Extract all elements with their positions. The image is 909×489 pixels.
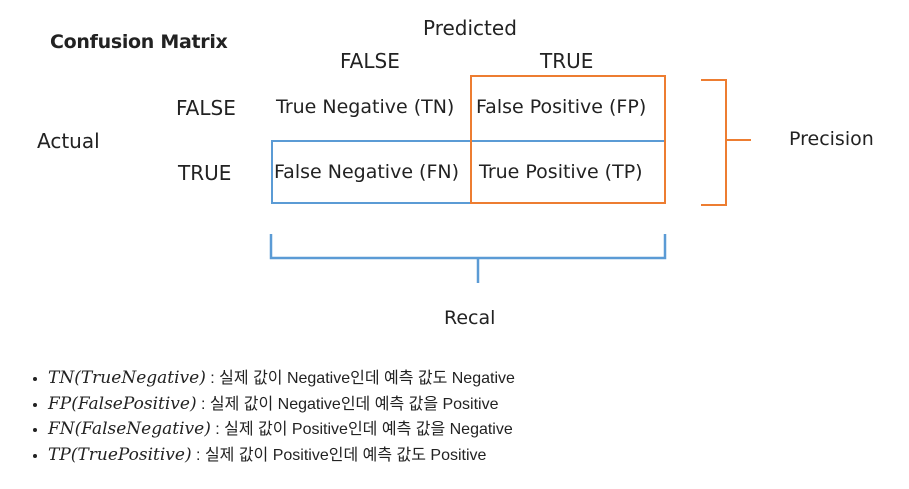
cell-true-positive: True Positive (TP): [479, 161, 643, 183]
col-label-true: TRUE: [540, 49, 594, 73]
definition-text: : 실제 값이 Negative인데 예측 값도 Negative: [205, 370, 515, 387]
definition-text: : 실제 값이 Positive인데 예측 값도 Positive: [191, 446, 487, 464]
math-term: FN(FalseNegative): [48, 419, 211, 439]
predicted-axis-label: Predicted: [423, 16, 517, 40]
list-item: FP(FalsePositive) : 실제 값이 Negative인데 예측 …: [48, 392, 515, 418]
precision-bracket: [701, 79, 751, 206]
math-term: TN(TrueNegative): [48, 368, 206, 388]
recall-label: Recal: [444, 307, 496, 329]
cell-true-negative: True Negative (TN): [276, 96, 455, 118]
list-item: TN(TrueNegative) : 실제 값이 Negative인데 예측 값…: [48, 366, 515, 392]
precision-box: [470, 75, 666, 204]
list-item: TP(TruePositive) : 실제 값이 Positive인데 예측 값…: [48, 443, 515, 469]
cell-false-negative: False Negative (FN): [274, 161, 460, 183]
col-label-false: FALSE: [340, 49, 400, 73]
definition-text: : 실제 값이 Negative인데 예측 값을 Positive: [196, 395, 499, 413]
figure-title: Confusion Matrix: [50, 31, 228, 53]
row-label-true: TRUE: [178, 161, 232, 185]
actual-axis-label: Actual: [37, 129, 100, 153]
definition-list: TN(TrueNegative) : 실제 값이 Negative인데 예측 값…: [28, 366, 515, 468]
row-label-false: FALSE: [176, 96, 236, 120]
math-term: TP(TruePositive): [48, 444, 192, 465]
cell-false-positive: False Positive (FP): [476, 96, 647, 118]
math-term: FP(FalsePositive): [48, 393, 197, 414]
recall-bracket: [269, 234, 667, 283]
precision-label: Precision: [789, 128, 874, 150]
list-item: FN(FalseNegative) : 실제 값이 Positive인데 예측 …: [48, 417, 515, 443]
definition-text: : 실제 값이 Positive인데 예측 값을 Negative: [210, 421, 513, 438]
